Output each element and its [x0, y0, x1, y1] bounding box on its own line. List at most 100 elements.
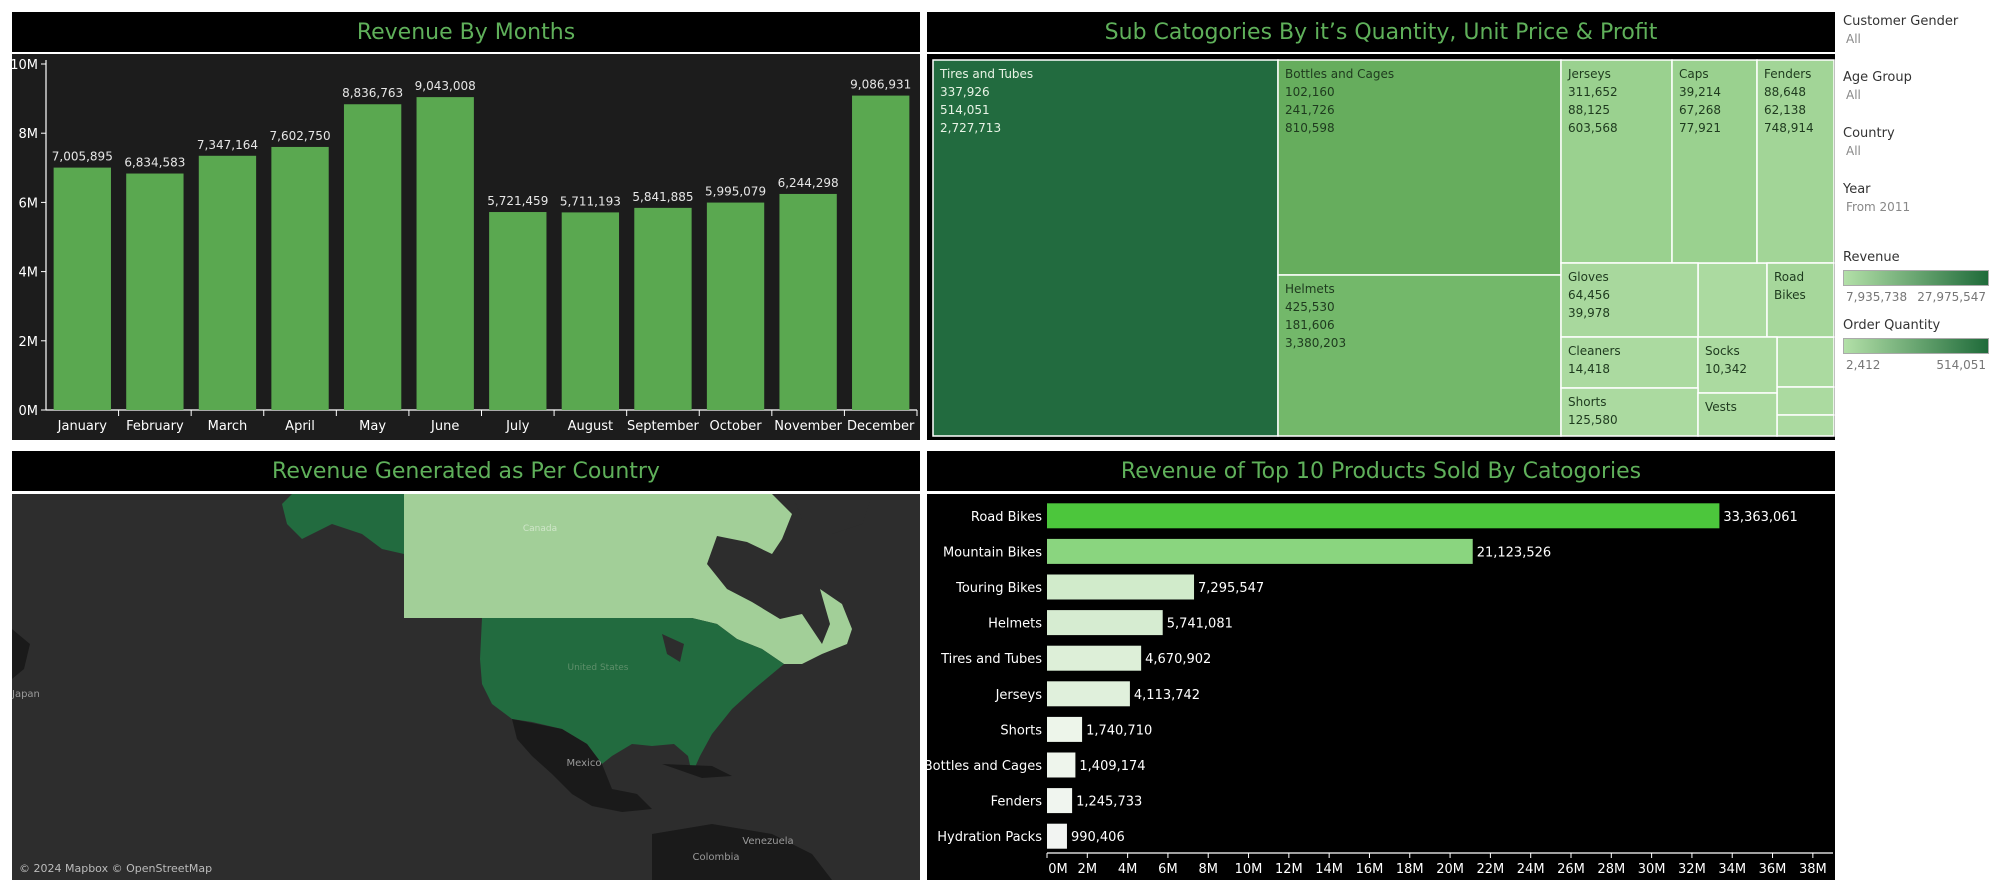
- bar-value-label: 5,721,459: [487, 194, 548, 208]
- bar-value-label: 990,406: [1071, 830, 1125, 845]
- bar-value-label: 33,363,061: [1723, 510, 1797, 525]
- product-bar[interactable]: [1047, 503, 1720, 529]
- y-tick-label: 8M: [19, 127, 39, 142]
- month-bar[interactable]: [198, 155, 257, 410]
- treemap-cell[interactable]: [1697, 392, 1778, 437]
- filter-gender-value[interactable]: All: [1846, 32, 1861, 46]
- y-tick-label: 4M: [19, 266, 39, 281]
- product-bar[interactable]: [1047, 788, 1073, 814]
- bar-value-label: 5,741,081: [1167, 617, 1233, 632]
- x-tick-label: 16M: [1356, 862, 1384, 877]
- month-bar[interactable]: [561, 212, 620, 410]
- bar-value-label: 6,834,583: [124, 156, 185, 170]
- x-tick-label: November: [774, 419, 842, 434]
- x-tick-label: May: [359, 419, 386, 434]
- treemap-cell-value: 748,914: [1764, 121, 1814, 135]
- revenue-legend-label: Revenue: [1843, 250, 1900, 265]
- map-label-japan: Japan: [12, 689, 40, 700]
- treemap-cell-value: 125,580: [1568, 413, 1618, 427]
- filter-age-value[interactable]: All: [1846, 88, 1861, 102]
- treemap-cell-unlabeled[interactable]: [1776, 414, 1835, 437]
- months-chart-title: Revenue By Months: [12, 12, 920, 52]
- filter-customer-gender[interactable]: Customer Gender All: [1843, 14, 2003, 70]
- treemap-cell-label: Fenders: [1764, 67, 1811, 81]
- filter-year-value[interactable]: From 2011: [1846, 200, 1911, 214]
- treemap-cell[interactable]: [1766, 262, 1835, 338]
- treemap-cell-value: 88,125: [1568, 103, 1610, 117]
- treemap-cell-value: 425,530: [1285, 300, 1335, 314]
- y-tick-label: Tires and Tubes: [940, 652, 1042, 667]
- filter-country-value[interactable]: All: [1846, 144, 1861, 158]
- product-bar[interactable]: [1047, 716, 1083, 742]
- map-region-alaska[interactable]: [282, 494, 404, 554]
- bar-value-label: 4,113,742: [1134, 688, 1200, 703]
- treemap-cell-unlabeled[interactable]: [1697, 262, 1768, 338]
- quantity-legend-gradient: [1843, 338, 1989, 354]
- filter-age-group[interactable]: Age Group All: [1843, 70, 2003, 126]
- month-bar[interactable]: [416, 97, 474, 410]
- treemap-cell-label: Jerseys: [1567, 67, 1611, 81]
- month-bar[interactable]: [126, 173, 184, 410]
- month-bar[interactable]: [852, 95, 910, 410]
- country-revenue-map[interactable]: Canada United States Mexico Japan Venezu…: [12, 494, 920, 880]
- x-tick-label: 12M: [1275, 862, 1303, 877]
- y-tick-label: Shorts: [1000, 723, 1042, 738]
- product-bar[interactable]: [1047, 681, 1130, 707]
- month-bar[interactable]: [343, 104, 402, 411]
- quantity-legend-min: 2,412: [1846, 358, 1881, 372]
- filter-year-label: Year: [1843, 182, 1871, 197]
- x-tick-label: 10M: [1235, 862, 1263, 877]
- map-region-united-states[interactable]: [480, 618, 784, 774]
- y-tick-label: 2M: [19, 335, 39, 350]
- treemap-cell-value: 102,160: [1285, 85, 1335, 99]
- x-tick-label: 20M: [1436, 862, 1464, 877]
- month-bar[interactable]: [53, 167, 111, 410]
- map-region-canada[interactable]: [404, 494, 920, 664]
- treemap-cell[interactable]: [1756, 59, 1835, 264]
- month-bar[interactable]: [706, 202, 765, 410]
- product-bar[interactable]: [1047, 574, 1195, 600]
- bar-value-label: 4,670,902: [1145, 652, 1211, 667]
- x-tick-label: 34M: [1718, 862, 1746, 877]
- bar-value-label: 5,841,885: [632, 190, 693, 204]
- treemap-cell-label: Road: [1774, 270, 1804, 284]
- y-tick-label: Helmets: [988, 617, 1042, 632]
- x-tick-label: January: [57, 419, 108, 434]
- month-bar[interactable]: [489, 212, 547, 410]
- treemap-cell-value: 603,568: [1568, 121, 1618, 135]
- treemap-cell-value: 181,606: [1285, 318, 1335, 332]
- treemap-cell[interactable]: [1277, 59, 1562, 276]
- product-bar[interactable]: [1047, 645, 1142, 671]
- bar-value-label: 6,244,298: [778, 176, 839, 190]
- filter-year[interactable]: Year From 2011: [1843, 182, 2003, 250]
- x-tick-label: 32M: [1678, 862, 1706, 877]
- bar-value-label: 1,409,174: [1079, 759, 1145, 774]
- product-bar[interactable]: [1047, 538, 1473, 564]
- bar-value-label: 9,086,931: [850, 78, 911, 92]
- treemap-cell-unlabeled[interactable]: [1776, 336, 1835, 388]
- treemap-cell-unlabeled[interactable]: [1776, 386, 1835, 416]
- product-bar[interactable]: [1047, 610, 1163, 636]
- treemap-cell-value: 311,652: [1568, 85, 1618, 99]
- treemap-cell[interactable]: [1277, 274, 1562, 437]
- treemap-cell[interactable]: [1560, 387, 1699, 437]
- y-tick-label: Road Bikes: [971, 510, 1042, 525]
- month-bar[interactable]: [634, 207, 692, 410]
- month-bar[interactable]: [779, 193, 837, 410]
- product-bar[interactable]: [1047, 752, 1076, 778]
- x-tick-label: March: [208, 419, 248, 434]
- product-bar[interactable]: [1047, 823, 1067, 849]
- x-tick-label: July: [505, 419, 530, 434]
- treemap-cell-value: 64,456: [1568, 288, 1610, 302]
- bar-value-label: 8,836,763: [342, 86, 403, 100]
- treemap-cell-value: 67,268: [1679, 103, 1721, 117]
- filter-country[interactable]: Country All: [1843, 126, 2003, 182]
- treemap-cell[interactable]: [932, 59, 1279, 437]
- month-bar[interactable]: [271, 146, 329, 410]
- x-tick-label: 26M: [1557, 862, 1585, 877]
- treemap-cell[interactable]: [1560, 59, 1673, 264]
- treemap-cell[interactable]: [1697, 336, 1778, 394]
- map-title: Revenue Generated as Per Country: [12, 451, 920, 491]
- x-tick-label: 28M: [1597, 862, 1625, 877]
- filter-gender-label: Customer Gender: [1843, 14, 1959, 29]
